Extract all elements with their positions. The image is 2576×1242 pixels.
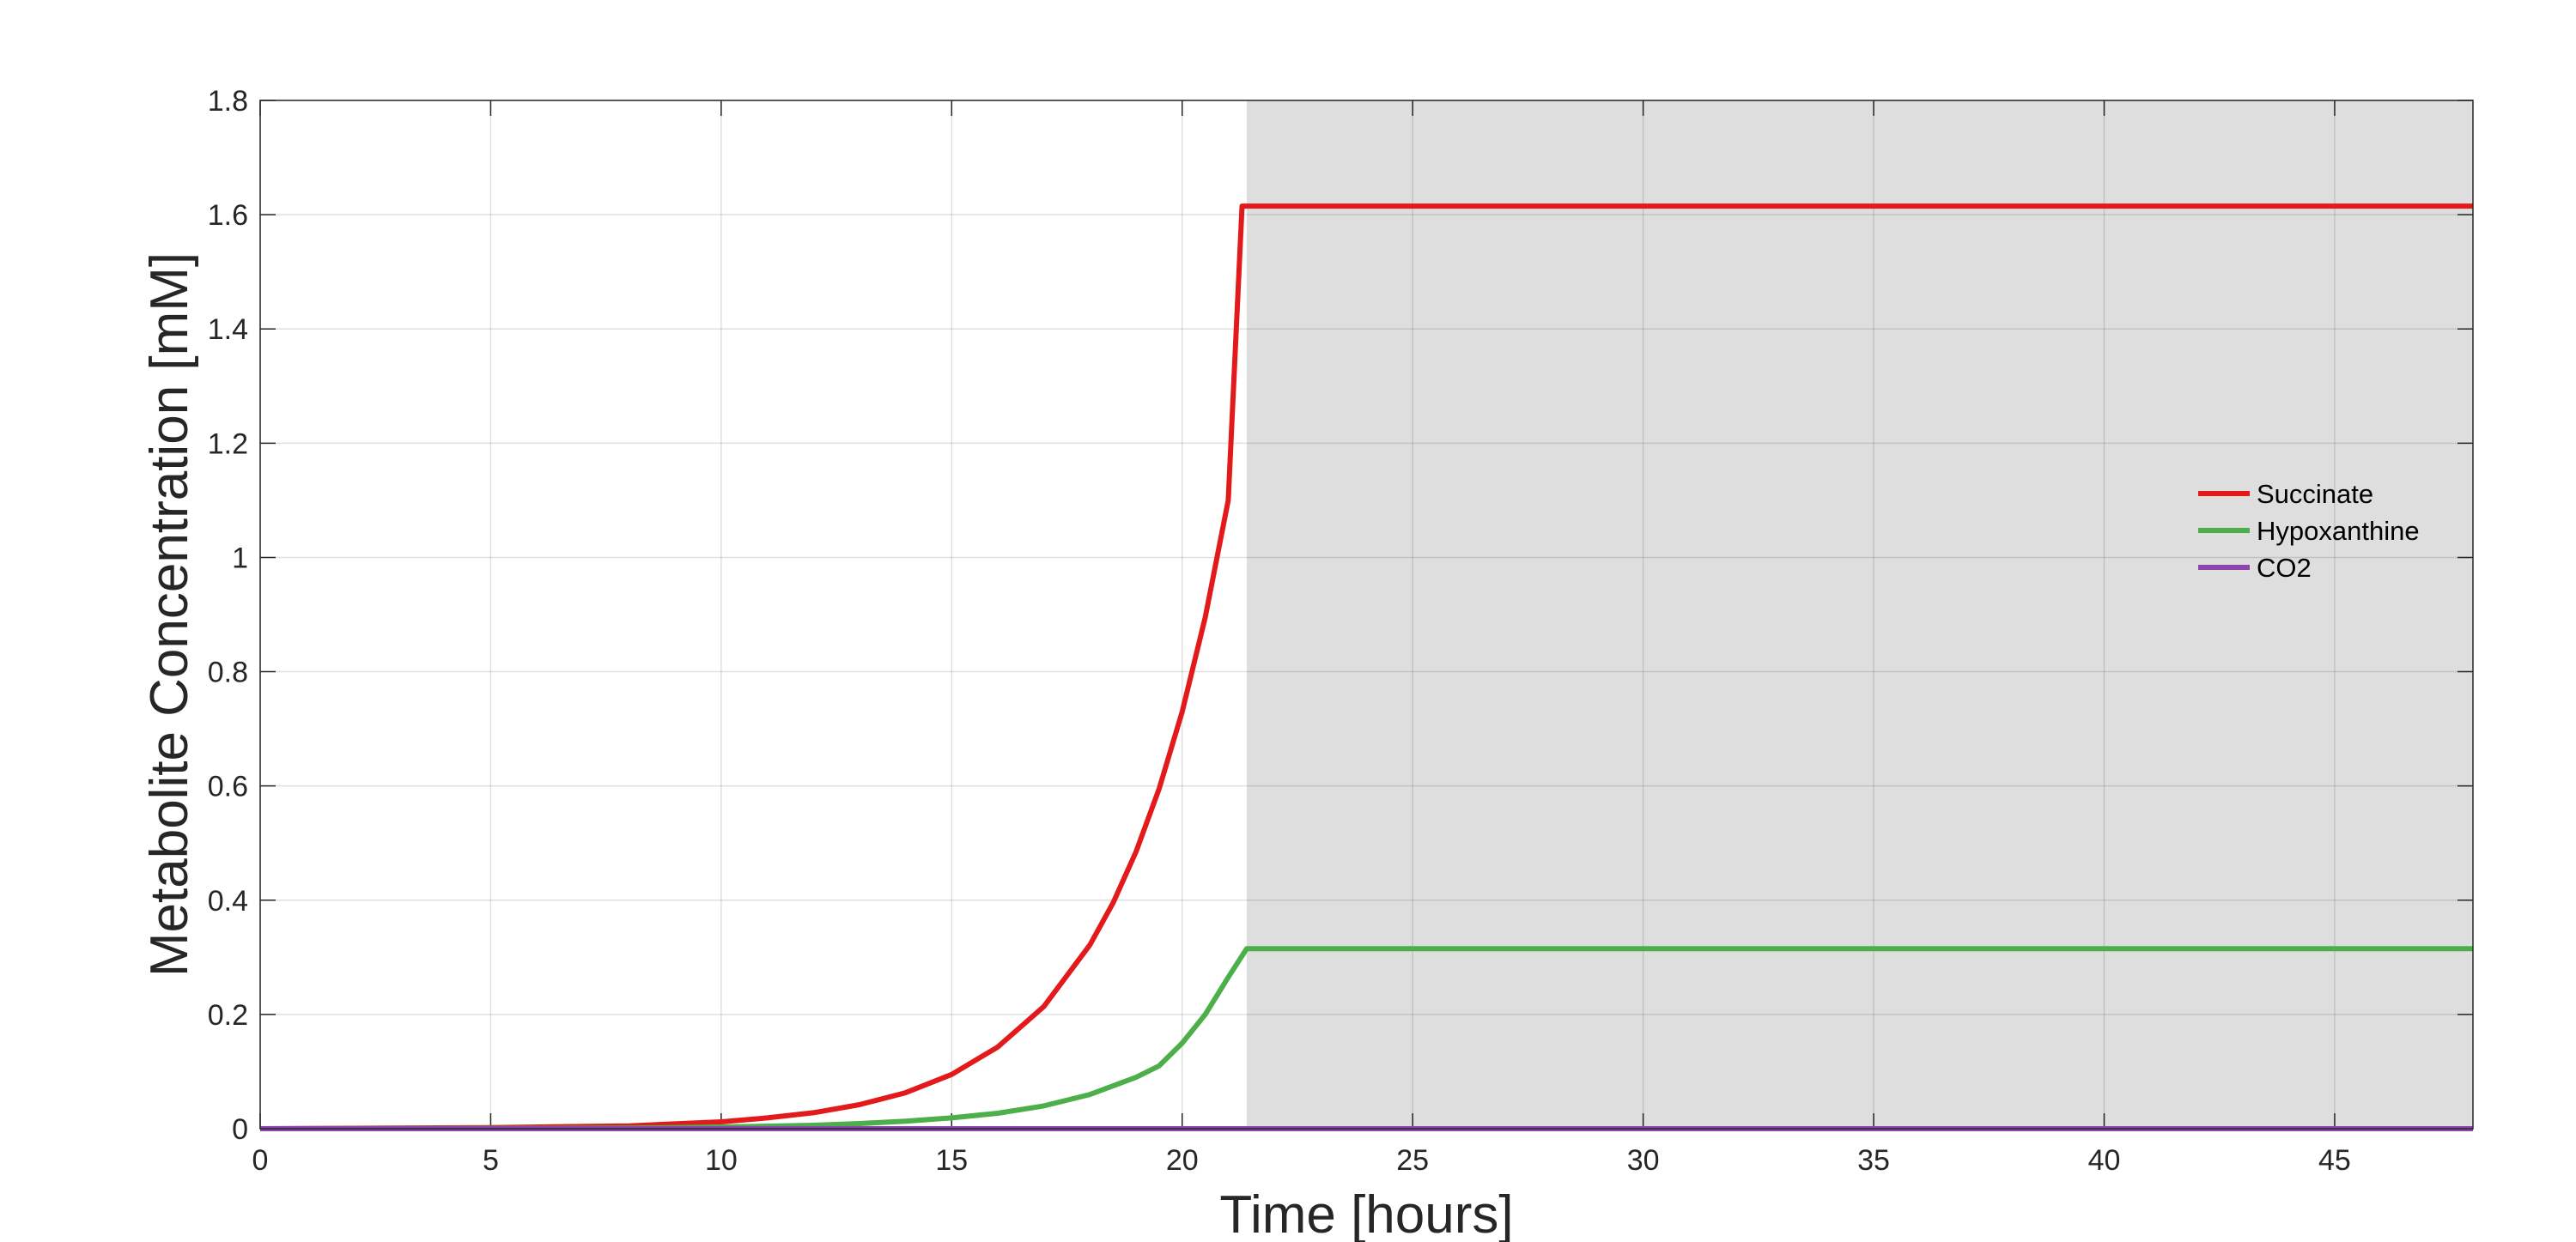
x-tick-label: 15 (935, 1144, 968, 1177)
legend-label-hypoxanthine: Hypoxanthine (2257, 516, 2420, 546)
legend-label-co2: CO2 (2257, 553, 2312, 583)
y-tick-label: 0.6 (208, 771, 248, 803)
y-tick-label: 1 (232, 542, 248, 574)
x-tick-label: 30 (1627, 1144, 1660, 1177)
y-tick-label: 1.2 (208, 427, 248, 460)
y-tick-label: 0.4 (208, 885, 248, 918)
x-tick-label: 25 (1396, 1144, 1429, 1177)
x-tick-label: 40 (2088, 1144, 2121, 1177)
series-line-succinate (259, 203, 2473, 1131)
y-tick-label: 1.4 (208, 313, 248, 346)
x-tick-label: 35 (1857, 1144, 1890, 1177)
y-tick-label: 1.6 (208, 199, 248, 232)
y-tick-label: 0.8 (208, 657, 248, 689)
y-tick-label: 0 (232, 1113, 248, 1146)
x-tick-labels: 0 5 10 15 20 25 30 35 40 45 (252, 1144, 2351, 1177)
plot-frame (259, 100, 2474, 1130)
x-tick-label: 0 (252, 1144, 269, 1177)
y-tick-label: 0.2 (208, 999, 248, 1032)
y-tick-labels: 0 0.2 0.4 0.6 0.8 1 1.2 1.4 1.6 1.8 (208, 85, 248, 1146)
y-axis-label: Metabolite Concentration [mM] (140, 252, 199, 977)
series-line-hypoxanthine (259, 946, 2473, 1131)
x-tick-label: 45 (2318, 1144, 2351, 1177)
shaded-region (1246, 100, 2473, 1129)
legend: Succinate Hypoxanthine CO2 (2198, 479, 2420, 583)
x-tick-label: 20 (1166, 1144, 1199, 1177)
legend-label-succinate: Succinate (2257, 479, 2373, 509)
x-axis-label: Time [hours] (1219, 1185, 1513, 1242)
x-tick-label: 5 (483, 1144, 499, 1177)
x-tick-label: 10 (705, 1144, 738, 1177)
y-tick-label: 1.8 (208, 85, 248, 118)
